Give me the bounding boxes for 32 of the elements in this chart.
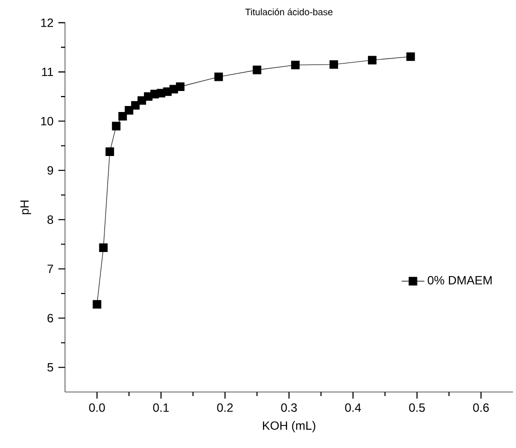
point [368,56,376,64]
y-tick-label: 5 [47,363,54,372]
x-tick-label: 0.5 [409,403,425,412]
point [99,243,108,252]
point [176,82,184,91]
point [118,112,127,120]
point [106,147,114,156]
x-axis-title: KOH (mL) [262,421,316,432]
point [92,300,102,309]
chart-title: Titulación ácido-base [245,8,332,16]
x-tick-label: 0.2 [217,403,233,412]
point [291,60,300,70]
y-tick-label: 7 [48,264,54,274]
x-tick-label: 0.0 [89,403,105,412]
x-tick-label: 0.6 [473,403,489,412]
point [112,122,120,130]
y-tick-label: 6 [48,314,54,322]
y-tick-label: 12 [41,18,54,27]
legend-label: 0% DMAEM [428,276,492,285]
x-tick-label: 0.4 [345,403,361,412]
y-axis-title: pH [20,200,32,214]
x-tick-label: 0.3 [281,403,297,412]
x-tick-label: 0.1 [153,403,169,412]
point [252,66,262,74]
y-tick-label: 10 [41,116,54,126]
y-tick-label: 8 [47,215,54,224]
point [124,106,134,115]
y-tick-label: 11 [42,68,54,76]
point [214,72,223,82]
y-tick-label: 9 [48,166,54,175]
point [406,52,415,61]
point [330,60,338,69]
